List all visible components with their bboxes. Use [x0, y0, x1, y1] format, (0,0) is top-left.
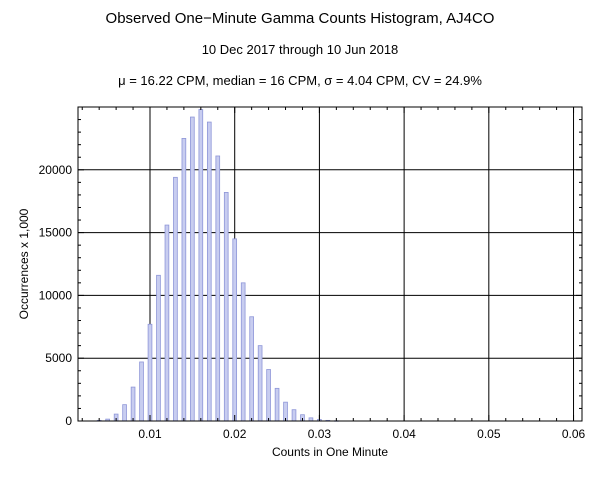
- histogram-bar: [156, 274, 161, 422]
- x-tick-label: 0.04: [392, 427, 416, 441]
- y-tick-label: 5000: [45, 351, 72, 365]
- y-tick-label: 10000: [39, 288, 73, 302]
- chart-subtitle: 10 Dec 2017 through 10 Jun 2018: [201, 42, 399, 57]
- histogram-bar: [164, 224, 170, 422]
- y-tick-labels: 0 5000 10000 15000 20000: [39, 163, 73, 428]
- histogram-bar: [147, 323, 153, 422]
- histogram-bars: [96, 109, 339, 422]
- y-tick-label: 0: [65, 414, 72, 428]
- chart-title: Observed One−Minute Gamma Counts Histogr…: [105, 10, 495, 27]
- histogram-bar: [223, 192, 229, 422]
- histogram-bar: [130, 386, 136, 422]
- x-tick-label: 0.05: [477, 427, 501, 441]
- histogram-bar: [249, 316, 254, 422]
- y-tick-label: 15000: [39, 226, 73, 240]
- x-axis-label: Counts in One Minute: [272, 445, 388, 459]
- x-tick-label: 0.01: [138, 427, 162, 441]
- histogram-bar: [215, 155, 221, 422]
- histogram-bar: [274, 387, 280, 422]
- axis-ticks: [78, 107, 582, 421]
- grid-lines: [78, 107, 582, 421]
- histogram-bar: [257, 345, 263, 422]
- histogram-bar: [291, 409, 297, 422]
- y-axis-label: Occurrences x 1,000: [17, 208, 31, 319]
- x-tick-label: 0.03: [308, 427, 332, 441]
- histogram-bar: [266, 369, 271, 422]
- histogram-bar: [122, 404, 127, 422]
- histogram-bar: [190, 116, 195, 422]
- histogram-bar: [240, 282, 246, 422]
- histogram-bar: [206, 121, 212, 422]
- histogram-bar: [173, 176, 178, 422]
- histogram-bar: [232, 238, 238, 422]
- chart-stats-line: μ = 16.22 CPM, median = 16 CPM, σ = 4.04…: [118, 73, 482, 88]
- y-tick-label: 20000: [39, 163, 73, 177]
- x-tick-label: 0.02: [223, 427, 247, 441]
- plot-frame: [77, 106, 583, 422]
- histogram-bar: [198, 109, 204, 422]
- histogram-bar: [181, 137, 187, 422]
- histogram-bar: [139, 361, 144, 422]
- x-tick-labels: 0.01 0.02 0.03 0.04 0.05 0.06: [138, 427, 585, 441]
- x-tick-label: 0.06: [562, 427, 586, 441]
